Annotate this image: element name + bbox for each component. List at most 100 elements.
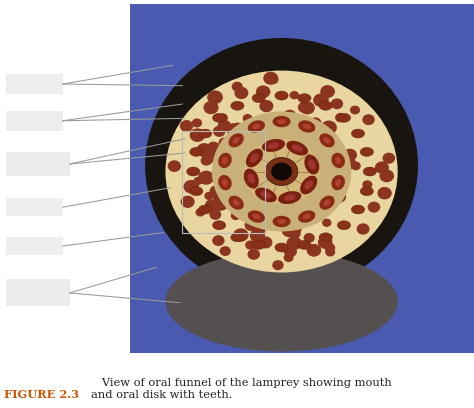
Circle shape <box>207 152 218 162</box>
Ellipse shape <box>298 240 311 249</box>
Circle shape <box>256 86 270 98</box>
Circle shape <box>325 244 335 252</box>
Ellipse shape <box>262 139 285 152</box>
Circle shape <box>299 102 310 113</box>
Ellipse shape <box>244 169 259 188</box>
Circle shape <box>201 156 211 165</box>
Ellipse shape <box>273 216 291 227</box>
Ellipse shape <box>252 124 260 129</box>
Circle shape <box>205 193 213 199</box>
Circle shape <box>289 228 300 238</box>
Circle shape <box>181 121 192 131</box>
Ellipse shape <box>255 188 277 202</box>
Bar <box>8 282 67 304</box>
Ellipse shape <box>228 196 244 210</box>
Circle shape <box>252 221 267 233</box>
Circle shape <box>292 222 300 230</box>
Circle shape <box>191 129 204 141</box>
Ellipse shape <box>303 214 311 219</box>
Circle shape <box>182 196 194 207</box>
Circle shape <box>363 115 374 124</box>
Circle shape <box>199 171 213 184</box>
Ellipse shape <box>233 200 240 206</box>
Circle shape <box>243 139 320 204</box>
Circle shape <box>168 161 180 171</box>
Circle shape <box>271 162 292 180</box>
Circle shape <box>307 245 320 256</box>
Circle shape <box>290 224 301 233</box>
Circle shape <box>326 248 335 256</box>
Ellipse shape <box>231 233 244 242</box>
Bar <box>6 198 63 216</box>
Text: FIGURE 2.3: FIGURE 2.3 <box>4 389 79 400</box>
Ellipse shape <box>319 133 335 147</box>
Circle shape <box>218 121 231 131</box>
Ellipse shape <box>323 200 330 206</box>
Bar <box>8 200 60 214</box>
Circle shape <box>210 210 220 219</box>
Ellipse shape <box>298 120 315 133</box>
Ellipse shape <box>275 91 288 100</box>
Circle shape <box>251 230 264 242</box>
Ellipse shape <box>199 129 212 138</box>
Ellipse shape <box>218 153 232 168</box>
Ellipse shape <box>190 147 203 156</box>
Circle shape <box>206 200 218 210</box>
Bar <box>8 76 60 92</box>
Ellipse shape <box>319 196 335 210</box>
Circle shape <box>268 75 278 83</box>
Circle shape <box>331 99 342 109</box>
Circle shape <box>246 241 255 249</box>
Ellipse shape <box>273 116 291 127</box>
Circle shape <box>304 234 314 242</box>
Ellipse shape <box>278 191 301 204</box>
Ellipse shape <box>218 175 232 190</box>
Ellipse shape <box>319 233 332 242</box>
Ellipse shape <box>292 144 303 152</box>
Ellipse shape <box>250 153 259 163</box>
Circle shape <box>319 237 332 248</box>
Bar <box>8 113 60 129</box>
Ellipse shape <box>222 157 228 164</box>
Circle shape <box>363 181 372 188</box>
Ellipse shape <box>300 176 317 194</box>
Circle shape <box>246 220 257 230</box>
Circle shape <box>210 186 223 197</box>
Ellipse shape <box>212 113 226 122</box>
Text: View of oral funnel of the lamprey showing mouth
and oral disk with teeth.: View of oral funnel of the lamprey showi… <box>91 378 392 400</box>
Circle shape <box>218 114 227 122</box>
Circle shape <box>244 115 252 122</box>
Bar <box>182 131 265 233</box>
Ellipse shape <box>319 101 332 110</box>
Circle shape <box>301 102 314 114</box>
Circle shape <box>234 229 248 241</box>
Bar <box>6 152 70 176</box>
Circle shape <box>287 237 301 249</box>
Ellipse shape <box>337 221 351 230</box>
Ellipse shape <box>199 205 212 214</box>
Ellipse shape <box>303 124 311 129</box>
Ellipse shape <box>260 191 271 199</box>
Circle shape <box>273 261 283 269</box>
Ellipse shape <box>298 211 315 223</box>
Ellipse shape <box>360 187 374 196</box>
Ellipse shape <box>335 179 341 186</box>
Circle shape <box>227 124 240 135</box>
Circle shape <box>260 101 273 111</box>
Bar <box>8 239 60 253</box>
Ellipse shape <box>304 155 319 175</box>
Ellipse shape <box>337 113 351 122</box>
Ellipse shape <box>252 94 265 103</box>
Ellipse shape <box>233 137 240 144</box>
Circle shape <box>344 149 356 160</box>
Ellipse shape <box>277 219 286 224</box>
Circle shape <box>194 177 202 184</box>
Circle shape <box>234 231 246 241</box>
Circle shape <box>375 162 388 173</box>
Ellipse shape <box>252 240 265 249</box>
Ellipse shape <box>145 38 418 293</box>
Circle shape <box>336 113 345 122</box>
Circle shape <box>204 102 218 113</box>
Ellipse shape <box>246 149 263 167</box>
Circle shape <box>380 170 393 182</box>
